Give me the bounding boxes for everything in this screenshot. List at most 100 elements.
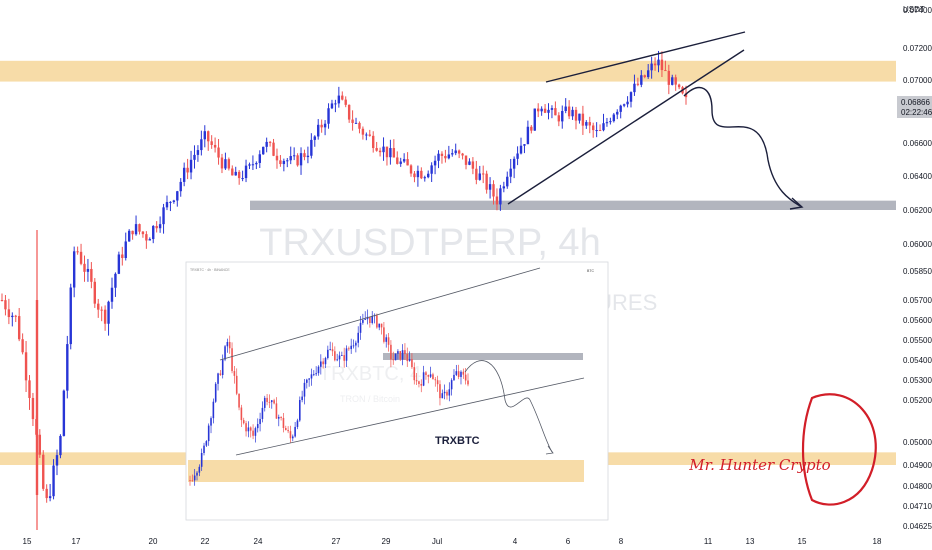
candle-body bbox=[626, 101, 629, 105]
candle-body bbox=[516, 153, 519, 159]
inset-candle-body bbox=[249, 427, 252, 431]
candle-body bbox=[62, 390, 66, 436]
candle-body bbox=[182, 167, 186, 182]
candle-body bbox=[485, 173, 488, 190]
candle-body bbox=[602, 123, 605, 131]
inset-candle-body bbox=[380, 323, 383, 328]
candle-body bbox=[471, 161, 475, 169]
inset-candle-body bbox=[238, 393, 240, 408]
candle-body bbox=[203, 131, 206, 140]
candle-body bbox=[286, 160, 289, 162]
price-axis[interactable]: USDT 0.07400 0.07200 0.07000 0.06600 0.06400… bbox=[896, 0, 932, 531]
candle-body bbox=[389, 148, 392, 158]
candle-body bbox=[138, 224, 141, 232]
inset-candle-body bbox=[399, 351, 402, 360]
inset-candle-body bbox=[228, 341, 231, 349]
candle-body bbox=[519, 145, 523, 154]
candle-body bbox=[406, 159, 409, 166]
inset-candle-body bbox=[429, 374, 432, 377]
candle-body bbox=[667, 70, 671, 85]
inset-candle-body bbox=[259, 418, 261, 425]
inset-candle-body bbox=[334, 351, 336, 361]
time-tick-label: 27 bbox=[332, 537, 341, 546]
price-tick-label: 0.05850 bbox=[903, 267, 932, 276]
time-tick-label: 8 bbox=[619, 537, 624, 546]
candle-body bbox=[306, 155, 310, 158]
candle-body bbox=[674, 77, 677, 85]
candle-body bbox=[492, 184, 495, 197]
candle-body bbox=[427, 173, 430, 178]
candle-body bbox=[72, 251, 76, 288]
inset-candle-body bbox=[261, 407, 264, 419]
candle-body bbox=[14, 315, 17, 317]
candle-body bbox=[100, 309, 103, 311]
countdown-label: 02:22:46 bbox=[901, 108, 932, 117]
candle-body bbox=[533, 108, 536, 131]
inset-candle-body bbox=[369, 316, 371, 323]
candle-body bbox=[619, 105, 622, 112]
inset-candle-body bbox=[233, 371, 236, 376]
candle-body bbox=[537, 108, 540, 112]
price-tick-label: 0.04710 bbox=[903, 502, 932, 511]
inset-candles bbox=[189, 309, 469, 486]
candle-body bbox=[574, 109, 578, 121]
candle-body bbox=[372, 135, 375, 149]
candle-body bbox=[234, 171, 237, 176]
inset-candle-body bbox=[338, 355, 341, 360]
inset-channel-lower bbox=[235, 377, 585, 456]
inset-candle-body bbox=[224, 346, 226, 360]
inset-candle-body bbox=[315, 373, 317, 375]
candle-body bbox=[11, 315, 14, 318]
candle-body bbox=[141, 231, 145, 235]
time-tick-label: 13 bbox=[746, 537, 755, 546]
candle-body bbox=[358, 122, 361, 129]
candle-body bbox=[79, 251, 83, 264]
inset-candle-body bbox=[256, 424, 259, 429]
time-tick-label: 20 bbox=[149, 537, 158, 546]
inset-candle-body bbox=[317, 366, 320, 374]
candle-body bbox=[567, 106, 571, 117]
candle-body bbox=[103, 309, 107, 324]
inset-candle-body bbox=[203, 445, 205, 454]
candle-body bbox=[423, 177, 426, 179]
candle-body bbox=[561, 111, 564, 122]
candle-body bbox=[176, 191, 179, 201]
inset-candle-body bbox=[371, 316, 374, 323]
inset-candle-body bbox=[221, 359, 224, 376]
candle-body bbox=[591, 125, 595, 131]
price-tick-label: 0.05300 bbox=[903, 376, 932, 385]
candle-body bbox=[464, 155, 468, 165]
inset-candle-body bbox=[273, 400, 275, 404]
inset-candle-body bbox=[357, 332, 360, 343]
inset-candle-body bbox=[198, 466, 201, 473]
inset-candle-body bbox=[331, 349, 334, 352]
inset-candle-body bbox=[231, 348, 233, 372]
candle-body bbox=[375, 148, 378, 151]
inset-candle-body bbox=[284, 428, 287, 431]
inset-projection-arrowhead bbox=[545, 445, 554, 455]
candle-body bbox=[547, 109, 550, 113]
inset-candle-body bbox=[298, 400, 301, 421]
zone-supply bbox=[0, 60, 896, 82]
candle-body bbox=[268, 141, 272, 143]
candle-body bbox=[409, 165, 413, 174]
candle-body bbox=[643, 75, 646, 78]
candle-body bbox=[255, 162, 258, 165]
inset-resistance-zone bbox=[383, 353, 583, 360]
inset-channel-upper bbox=[219, 267, 541, 361]
candle-body bbox=[416, 170, 420, 178]
price-tick-label: 0.05400 bbox=[903, 356, 932, 365]
inset-candle-body bbox=[191, 480, 194, 482]
price-tick-label: 0.07000 bbox=[903, 76, 932, 85]
time-tick-label: 24 bbox=[254, 537, 263, 546]
inset-candle-body bbox=[448, 389, 451, 396]
inset-candle-body bbox=[296, 420, 299, 427]
time-axis[interactable]: 15 17 20 22 24 27 29 Jul 4 6 8 11 13 15 18 bbox=[0, 532, 932, 550]
candle-body bbox=[179, 181, 182, 192]
inset-candle-body bbox=[306, 379, 308, 383]
inset-candle-body bbox=[425, 372, 427, 376]
inset-candle-body bbox=[406, 354, 409, 362]
inset-candle-body bbox=[275, 403, 278, 419]
inset-candle-body bbox=[462, 371, 465, 375]
